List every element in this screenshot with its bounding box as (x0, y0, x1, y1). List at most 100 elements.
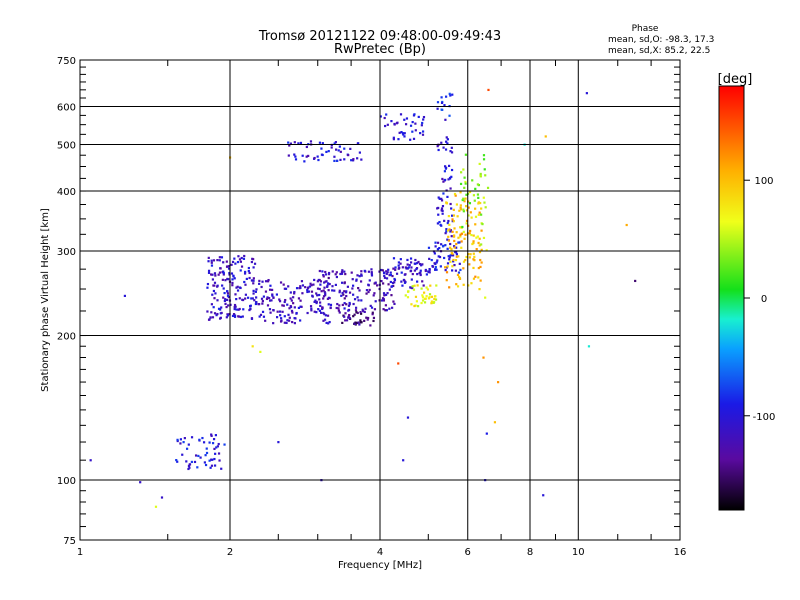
data-point (451, 265, 454, 268)
data-point (356, 321, 359, 325)
data-point (484, 296, 487, 299)
data-point (461, 198, 464, 202)
data-point (233, 303, 237, 307)
data-point (322, 311, 325, 315)
data-point (288, 319, 291, 322)
data-point (458, 262, 461, 265)
data-point (319, 280, 323, 283)
data-point (217, 452, 221, 455)
data-point (232, 275, 235, 278)
data-point (240, 265, 244, 268)
data-point (421, 130, 425, 133)
data-point (211, 442, 215, 445)
data-point (382, 298, 385, 301)
data-point (406, 416, 410, 419)
data-point (210, 433, 213, 436)
data-point (266, 304, 270, 307)
data-point (448, 114, 451, 117)
data-point (205, 447, 208, 450)
data-point (318, 141, 322, 144)
data-point (372, 294, 375, 297)
data-point (399, 113, 403, 116)
data-point (383, 294, 386, 297)
data-point (324, 314, 327, 317)
data-point (299, 141, 303, 145)
data-point (351, 278, 354, 281)
data-point (258, 315, 261, 318)
data-point (211, 293, 214, 296)
data-point (269, 311, 272, 314)
data-point (407, 266, 410, 269)
data-point (247, 266, 250, 270)
data-point (333, 289, 336, 292)
data-point (420, 264, 423, 267)
data-point (310, 284, 313, 287)
data-point (496, 381, 500, 384)
data-point (371, 311, 374, 314)
data-point (357, 142, 360, 145)
data-point (323, 281, 326, 284)
data-point (338, 291, 341, 294)
data-point (213, 297, 216, 300)
data-point (389, 280, 392, 284)
data-point (444, 244, 447, 247)
y-axis-label: Stationary phase Virtual Height [km] (40, 208, 51, 392)
data-point (226, 314, 229, 317)
data-point (207, 260, 210, 263)
data-point (252, 289, 255, 292)
data-point (482, 154, 486, 157)
x-tick-label: 6 (465, 547, 471, 558)
data-point (383, 116, 386, 120)
data-point (222, 296, 225, 299)
y-tick-label: 500 (57, 141, 76, 152)
data-point (324, 292, 327, 295)
data-point (213, 284, 216, 287)
data-point (430, 300, 433, 303)
data-point (419, 273, 422, 277)
data-point (467, 214, 470, 217)
data-point (330, 146, 333, 149)
data-point (309, 140, 313, 143)
data-point (335, 306, 338, 310)
data-point (299, 305, 302, 308)
data-point (267, 278, 270, 282)
data-point (451, 254, 455, 257)
data-point (442, 180, 445, 183)
data-point (309, 282, 312, 285)
data-point (187, 443, 190, 446)
data-point (406, 263, 409, 266)
data-point (439, 265, 442, 268)
data-point (187, 464, 191, 468)
data-point (455, 231, 458, 234)
data-point (427, 246, 431, 249)
data-point (327, 273, 331, 276)
data-point (464, 233, 467, 236)
data-point (219, 308, 222, 311)
data-point (436, 207, 439, 210)
data-point (217, 273, 220, 276)
data-point (459, 235, 462, 238)
data-point (474, 187, 477, 190)
data-point (288, 316, 291, 319)
data-point (386, 271, 389, 274)
data-point (187, 467, 190, 471)
data-point (231, 278, 234, 281)
data-point (323, 313, 326, 316)
data-point (225, 260, 228, 263)
data-point (262, 315, 266, 318)
data-point (462, 230, 465, 233)
data-point (444, 232, 447, 235)
data-point (216, 285, 219, 288)
data-point (202, 441, 206, 444)
data-point (453, 239, 456, 243)
data-point (462, 208, 465, 211)
data-point (542, 494, 545, 497)
data-point (410, 286, 413, 289)
data-point (278, 310, 282, 313)
data-point (478, 237, 481, 240)
data-point (282, 283, 285, 286)
data-point (449, 230, 452, 233)
data-point (418, 262, 422, 266)
data-point (289, 297, 292, 300)
data-point (354, 306, 358, 309)
